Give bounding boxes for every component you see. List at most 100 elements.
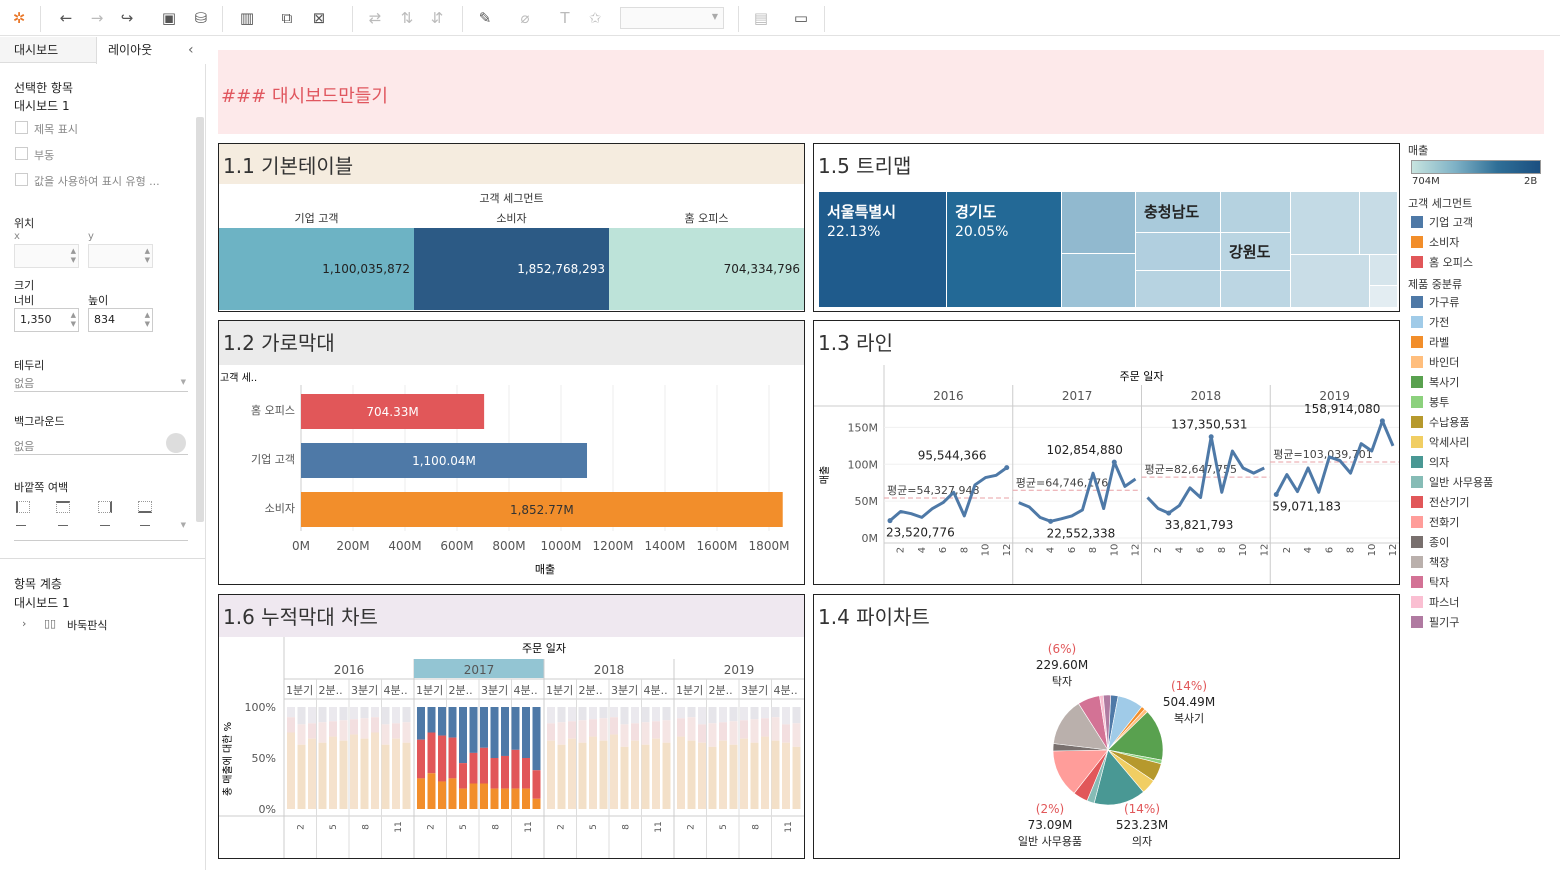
- legend-item[interactable]: 의자: [1408, 452, 1558, 472]
- height-input[interactable]: 834 ▲ ▼: [88, 308, 153, 332]
- treemap-cell-gangwon[interactable]: 강원도: [1221, 233, 1290, 270]
- stacked-bar-segment: [490, 707, 499, 758]
- border-dropdown[interactable]: 없음 ▼: [14, 372, 188, 392]
- expand-chevron-icon[interactable]: ›: [22, 617, 27, 630]
- label-icon[interactable]: T: [560, 9, 570, 27]
- dashboard-header[interactable]: ### 대시보드만들기: [218, 50, 1544, 134]
- hierarchy-child[interactable]: 바둑판식: [67, 619, 108, 632]
- legend-item[interactable]: 홈 오피스: [1408, 252, 1558, 272]
- legend-item[interactable]: 가구류: [1408, 292, 1558, 312]
- left-scrollbar[interactable]: [196, 117, 204, 522]
- y-input[interactable]: ▲ ▼: [88, 244, 153, 268]
- treemap-cell[interactable]: [1291, 192, 1359, 254]
- padding-bottom-icon[interactable]: [138, 501, 152, 513]
- legend-item[interactable]: 소비자: [1408, 232, 1558, 252]
- new-datasource-icon[interactable]: ⛁: [194, 9, 208, 27]
- legend-item[interactable]: 책장: [1408, 552, 1558, 572]
- collapse-panel-icon[interactable]: ‹: [188, 42, 194, 58]
- min-label: 33,821,793: [1165, 518, 1234, 532]
- replay-icon[interactable]: ↪: [120, 9, 134, 27]
- fit-dropdown[interactable]: ▼: [620, 7, 724, 29]
- treemap-cell[interactable]: [1136, 233, 1220, 270]
- tab-layout[interactable]: [96, 37, 206, 64]
- treemap-cell-gyeonggi[interactable]: 경기도 20.05%: [947, 192, 1061, 307]
- stacked-bar-segment: [652, 721, 660, 739]
- show-me-icon[interactable]: ▤: [753, 9, 769, 27]
- tab-dashboard[interactable]: 대시보드: [14, 43, 59, 57]
- pin-icon[interactable]: ✩: [588, 9, 602, 27]
- treemap-cell[interactable]: [1360, 192, 1397, 254]
- legend-item[interactable]: 일반 사무용품: [1408, 472, 1558, 492]
- x-tick-label: 4: [1303, 547, 1314, 553]
- legend-item[interactable]: 악세사리: [1408, 432, 1558, 452]
- legend-item[interactable]: 파스너: [1408, 592, 1558, 612]
- legend-item[interactable]: 기업 고객: [1408, 212, 1558, 232]
- panel-treemap[interactable]: 1.5 트리맵 서울특별시 22.13% 경기도 20.05% 충청남도 강원도: [813, 143, 1400, 312]
- table-column-header: 기업 고객: [294, 212, 339, 225]
- show-title-checkbox[interactable]: [15, 121, 28, 134]
- legend-item[interactable]: 종이: [1408, 532, 1558, 552]
- highlight-icon[interactable]: ✎: [478, 9, 492, 27]
- legend-item[interactable]: 가전: [1408, 312, 1558, 332]
- table-cell[interactable]: 704,334,796: [609, 228, 804, 310]
- duplicate-sheet-icon[interactable]: ⧉: [281, 9, 293, 27]
- table-cell[interactable]: 1,852,768,293: [414, 228, 609, 310]
- legend-item[interactable]: 라벨: [1408, 332, 1558, 352]
- stacked-bar-segment: [532, 707, 541, 771]
- treemap-cell[interactable]: [1370, 286, 1397, 307]
- legend-item[interactable]: 탁자: [1408, 572, 1558, 592]
- table-cell[interactable]: 1,100,035,872: [219, 228, 414, 310]
- stacked-bar-segment: [631, 707, 639, 724]
- padding-controls[interactable]: ▼: [14, 499, 188, 541]
- legend-item[interactable]: 전화기: [1408, 512, 1558, 532]
- panel-line[interactable]: 1.3 라인 주문 일자 150M 100M 50M 0M 매출 2016 2 4 6 8 10 12 평…: [813, 320, 1400, 585]
- legend-item[interactable]: 전산기기: [1408, 492, 1558, 512]
- treemap-cell[interactable]: [1291, 255, 1369, 307]
- x-input[interactable]: ▲ ▼: [14, 244, 79, 268]
- legend-item[interactable]: 필기구: [1408, 612, 1558, 632]
- sort-desc-icon[interactable]: ⇵: [430, 9, 444, 27]
- group-icon[interactable]: ⌀: [520, 9, 530, 27]
- treemap-cell[interactable]: [1062, 192, 1135, 253]
- treemap-cell-chungnam[interactable]: 충청남도: [1136, 192, 1220, 232]
- background-dropdown[interactable]: 없음: [14, 433, 188, 455]
- treemap-cell[interactable]: [1370, 255, 1397, 285]
- new-worksheet-icon[interactable]: ▥: [239, 9, 255, 27]
- color-swatch[interactable]: [166, 433, 186, 453]
- redo-icon[interactable]: →: [90, 9, 104, 27]
- stacked-bar-segment: [381, 744, 390, 809]
- legend-item[interactable]: 바인더: [1408, 352, 1558, 372]
- max-label: 102,854,880: [1047, 443, 1123, 457]
- sort-asc-icon[interactable]: ⇅: [400, 9, 414, 27]
- undo-icon[interactable]: ←: [59, 9, 73, 27]
- tableau-logo-icon[interactable]: ✲: [12, 9, 26, 27]
- stacked-bar-segment: [761, 718, 769, 737]
- treemap-cell[interactable]: [1221, 271, 1290, 307]
- panel-stacked-bar[interactable]: 1.6 누적막대 차트 주문 일자 100% 50% 0% 총 매출에 대한 % 2016…: [218, 594, 805, 859]
- presentation-icon[interactable]: ▭: [793, 9, 809, 27]
- padding-left-icon[interactable]: [16, 501, 30, 513]
- sales-gradient[interactable]: [1411, 160, 1541, 174]
- stacked-bar-segment: [339, 707, 348, 721]
- save-icon[interactable]: ▣: [161, 9, 177, 27]
- swap-icon[interactable]: ⇄: [368, 9, 382, 27]
- treemap-cell[interactable]: [1221, 192, 1290, 232]
- legend-item[interactable]: 수납용품: [1408, 412, 1558, 432]
- treemap-cell[interactable]: [1062, 254, 1135, 307]
- use-values-checkbox[interactable]: [15, 173, 28, 186]
- floating-checkbox[interactable]: [15, 147, 28, 160]
- padding-top-icon[interactable]: [56, 501, 70, 513]
- treemap-cell-seoul[interactable]: 서울특별시 22.13%: [819, 192, 946, 307]
- chevron-down-icon: ▼: [180, 378, 186, 386]
- legend-item[interactable]: 봉투: [1408, 392, 1558, 412]
- hierarchy-root[interactable]: 대시보드 1: [14, 596, 70, 610]
- panel-basic-table[interactable]: 1.1 기본테이블 고객 세그먼트 기업 고객 1,100,035,872 소비자 1,…: [218, 143, 805, 312]
- padding-right-icon[interactable]: [98, 501, 112, 513]
- width-input[interactable]: 1,350 ▲ ▼: [14, 308, 79, 332]
- height-value: 834: [94, 313, 115, 326]
- panel-pie[interactable]: 1.4 파이차트 (14%) 504.49M 복사기 (14%) 523.23M 의자 (2…: [813, 594, 1400, 859]
- legend-item[interactable]: 복사기: [1408, 372, 1558, 392]
- panel-horizontal-bar[interactable]: 1.2 가로막대 고객 세.. 0M 200M 400M 600M 800M 1000M 12…: [218, 320, 805, 585]
- clear-sheet-icon[interactable]: ⊠: [312, 9, 326, 27]
- treemap-cell[interactable]: [1136, 271, 1220, 307]
